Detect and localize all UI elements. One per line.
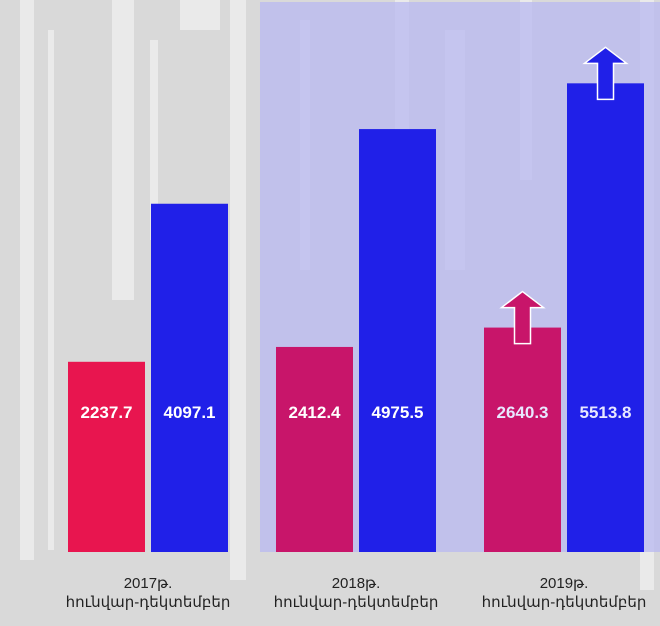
data-label-s2-c1: 4097.1 — [164, 403, 216, 422]
bar-s2-c2 — [359, 129, 436, 552]
bar-s2-c3 — [567, 83, 644, 553]
data-label-s2-c2: 4975.5 — [372, 403, 424, 422]
texture-streak — [112, 0, 134, 300]
category-label-1-line-2: հունվար-դեկտեմբեր — [66, 594, 231, 611]
category-label-2-line-2: հունվար-դեկտեմբեր — [274, 594, 439, 611]
bar-s1-c1 — [68, 361, 145, 552]
category-label-3-line-1: 2019թ. — [540, 575, 589, 592]
bar-s2-c1 — [151, 203, 228, 552]
texture-streak — [20, 0, 34, 560]
category-label-2-line-1: 2018թ. — [332, 575, 381, 592]
category-label-1-line-1: 2017թ. — [124, 575, 173, 592]
bar-s1-c2 — [276, 346, 353, 552]
texture-streak — [230, 0, 246, 580]
up-arrow-icon — [582, 46, 629, 101]
data-label-s1-c2: 2412.4 — [289, 403, 342, 422]
data-label-s2-c3: 5513.8 — [580, 403, 632, 422]
texture-streak — [150, 40, 158, 240]
data-label-s1-c3: 2640.3 — [497, 403, 549, 422]
category-label-3-line-2: հունվար-դեկտեմբեր — [482, 594, 647, 611]
data-label-s1-c1: 2237.7 — [81, 403, 133, 422]
texture-streak — [180, 0, 220, 30]
up-arrow-icon — [499, 290, 546, 345]
texture-streak — [48, 30, 54, 550]
bar-s1-c3 — [484, 327, 561, 552]
